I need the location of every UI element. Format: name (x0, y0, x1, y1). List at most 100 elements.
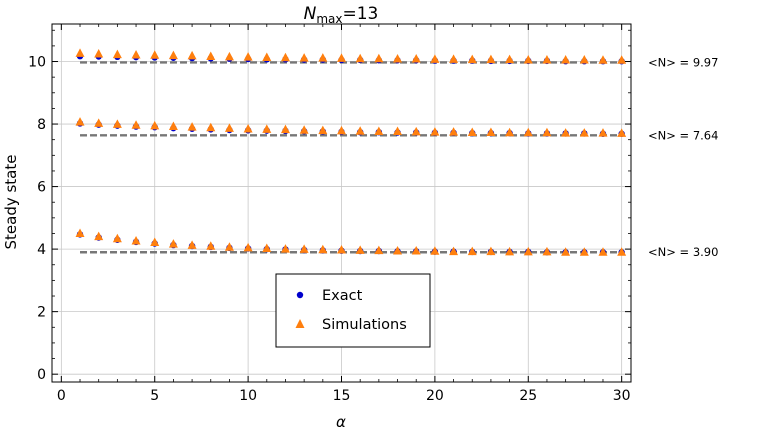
simulation-point (542, 127, 552, 137)
legend-exact-marker (296, 291, 304, 299)
simulation-point (262, 124, 272, 133)
chart-title: Nmax=13 (304, 4, 379, 26)
simulation-point (393, 54, 403, 63)
simulation-point (374, 245, 384, 255)
data-points (75, 48, 627, 256)
y-tick-label: 10 (28, 55, 46, 71)
simulation-point (299, 244, 309, 253)
simulation-point (150, 120, 160, 130)
simulation-point (467, 127, 477, 136)
simulation-point (112, 119, 122, 128)
simulation-point (318, 244, 328, 254)
simulation-point (561, 247, 571, 256)
simulation-point (374, 53, 384, 63)
simulation-point (523, 127, 533, 137)
simulation-point (187, 50, 197, 60)
y-tick-label: 0 (37, 367, 46, 383)
x-tick-label: 5 (150, 388, 159, 404)
simulation-point (206, 241, 216, 250)
simulation-point (355, 245, 365, 254)
simulation-point (187, 122, 197, 131)
x-axis-label: α (336, 413, 346, 431)
simulation-point (337, 245, 346, 254)
legend: Exact Simulations (275, 273, 431, 348)
x-tick-label: 15 (333, 388, 351, 404)
simulation-point (579, 247, 589, 256)
simulation-point (411, 126, 421, 136)
simulation-point (467, 54, 477, 64)
simulation-point (94, 118, 104, 127)
x-tick-label: 20 (426, 388, 444, 404)
simulation-point (262, 243, 272, 252)
simulation-point (486, 246, 496, 256)
simulation-point (94, 49, 104, 58)
simulation-point (168, 121, 178, 131)
axis-ticks (52, 24, 631, 382)
simulation-point (243, 52, 253, 61)
simulation-point (280, 124, 290, 134)
y-axis-label: Steady state (2, 155, 20, 250)
legend-box (275, 273, 431, 348)
simulation-point (579, 54, 589, 64)
simulation-point (449, 246, 459, 256)
simulation-point (75, 117, 85, 126)
x-tick-label: 0 (57, 388, 66, 404)
simulation-point (542, 54, 552, 64)
reference-annotation: <N> = 9.97 (648, 55, 718, 69)
simulation-point (224, 51, 234, 61)
reference-annotation: <N> = 7.64 (648, 128, 718, 142)
legend-simulations-marker (295, 319, 305, 328)
simulation-point (411, 54, 421, 63)
simulation-point (206, 51, 216, 61)
simulation-point (467, 246, 477, 256)
simulation-point (280, 244, 290, 253)
simulation-point (262, 52, 272, 61)
simulation-point (523, 54, 533, 64)
simulation-point (598, 55, 608, 64)
simulation-point (355, 126, 365, 135)
simulation-point (131, 120, 141, 129)
simulation-point (224, 242, 234, 251)
simulation-point (523, 246, 533, 256)
simulation-point (94, 231, 104, 241)
simulation-point (168, 50, 178, 60)
simulation-point (505, 246, 515, 256)
simulation-point (337, 125, 346, 135)
simulation-point (430, 246, 440, 255)
simulation-point (617, 128, 627, 137)
simulation-point (505, 54, 515, 64)
y-tick-label: 2 (37, 305, 46, 321)
simulation-point (561, 128, 571, 137)
simulation-point (449, 54, 459, 63)
simulation-point (486, 54, 496, 64)
simulation-point (486, 127, 496, 136)
simulation-point (243, 242, 253, 252)
simulation-point (150, 50, 160, 59)
simulation-point (579, 128, 589, 137)
simulation-point (430, 54, 440, 63)
tick-labels: 0 5 10 15 20 25 30 0 2 4 6 8 10 (28, 55, 630, 404)
simulation-point (224, 123, 234, 132)
simulation-point (449, 127, 459, 136)
simulation-point (112, 233, 122, 243)
simulation-point (243, 124, 253, 133)
simulation-point (299, 53, 309, 62)
simulation-point (75, 228, 85, 237)
simulation-point (561, 54, 571, 64)
simulation-point (355, 53, 365, 63)
simulation-point (617, 55, 627, 64)
legend-exact-label: Exact (322, 288, 363, 304)
simulation-point (187, 240, 197, 249)
simulation-point (598, 128, 608, 137)
legend-simulations-label: Simulations (322, 317, 407, 333)
simulation-point (299, 125, 309, 134)
simulation-point (280, 52, 290, 62)
simulation-point (374, 126, 384, 136)
reference-annotation: <N> = 3.90 (648, 245, 718, 259)
simulation-point (318, 125, 328, 135)
simulation-point (206, 122, 216, 132)
simulation-point (318, 53, 328, 62)
simulation-point (598, 247, 608, 256)
simulation-point (411, 245, 421, 255)
